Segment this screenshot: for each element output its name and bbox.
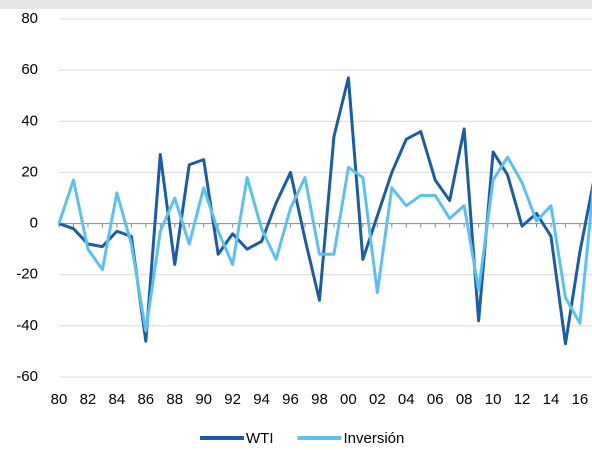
- series-line: [57, 155, 592, 333]
- x-tick-label: 16: [572, 391, 589, 408]
- x-tick-label: 98: [311, 391, 328, 408]
- legend-label: Inversión: [344, 430, 405, 447]
- y-tick-label: 60: [21, 61, 38, 78]
- x-tick-label: 02: [369, 391, 386, 408]
- x-tick-label: 90: [195, 391, 212, 408]
- x-tick-label: 04: [398, 391, 415, 408]
- y-tick-label: 40: [21, 112, 38, 129]
- legend-label: WTI: [246, 430, 274, 447]
- y-tick-label: -20: [16, 266, 38, 283]
- y-tick-label: -40: [16, 317, 38, 334]
- series-line: [58, 76, 592, 346]
- x-tick-label: 94: [253, 391, 270, 408]
- x-tick-label: 80: [51, 391, 68, 408]
- y-tick-label: 20: [21, 163, 38, 180]
- x-tick-label: 10: [485, 391, 502, 408]
- y-tick-label: 0: [30, 215, 38, 232]
- header-band: [0, 0, 592, 9]
- y-tick-label: -60: [16, 368, 38, 385]
- x-tick-label: 88: [166, 391, 183, 408]
- x-tick-label: 14: [543, 391, 560, 408]
- y-tick-label: 80: [21, 10, 38, 27]
- x-tick-label: 84: [109, 391, 126, 408]
- x-tick-label: 00: [340, 391, 357, 408]
- x-tick-label: 92: [224, 391, 241, 408]
- x-tick-label: 12: [514, 391, 531, 408]
- x-tick-label: 86: [137, 391, 154, 408]
- x-tick-label: 82: [80, 391, 97, 408]
- x-tick-label: 06: [427, 391, 444, 408]
- x-tick-label: 96: [282, 391, 299, 408]
- x-tick-label: 08: [456, 391, 473, 408]
